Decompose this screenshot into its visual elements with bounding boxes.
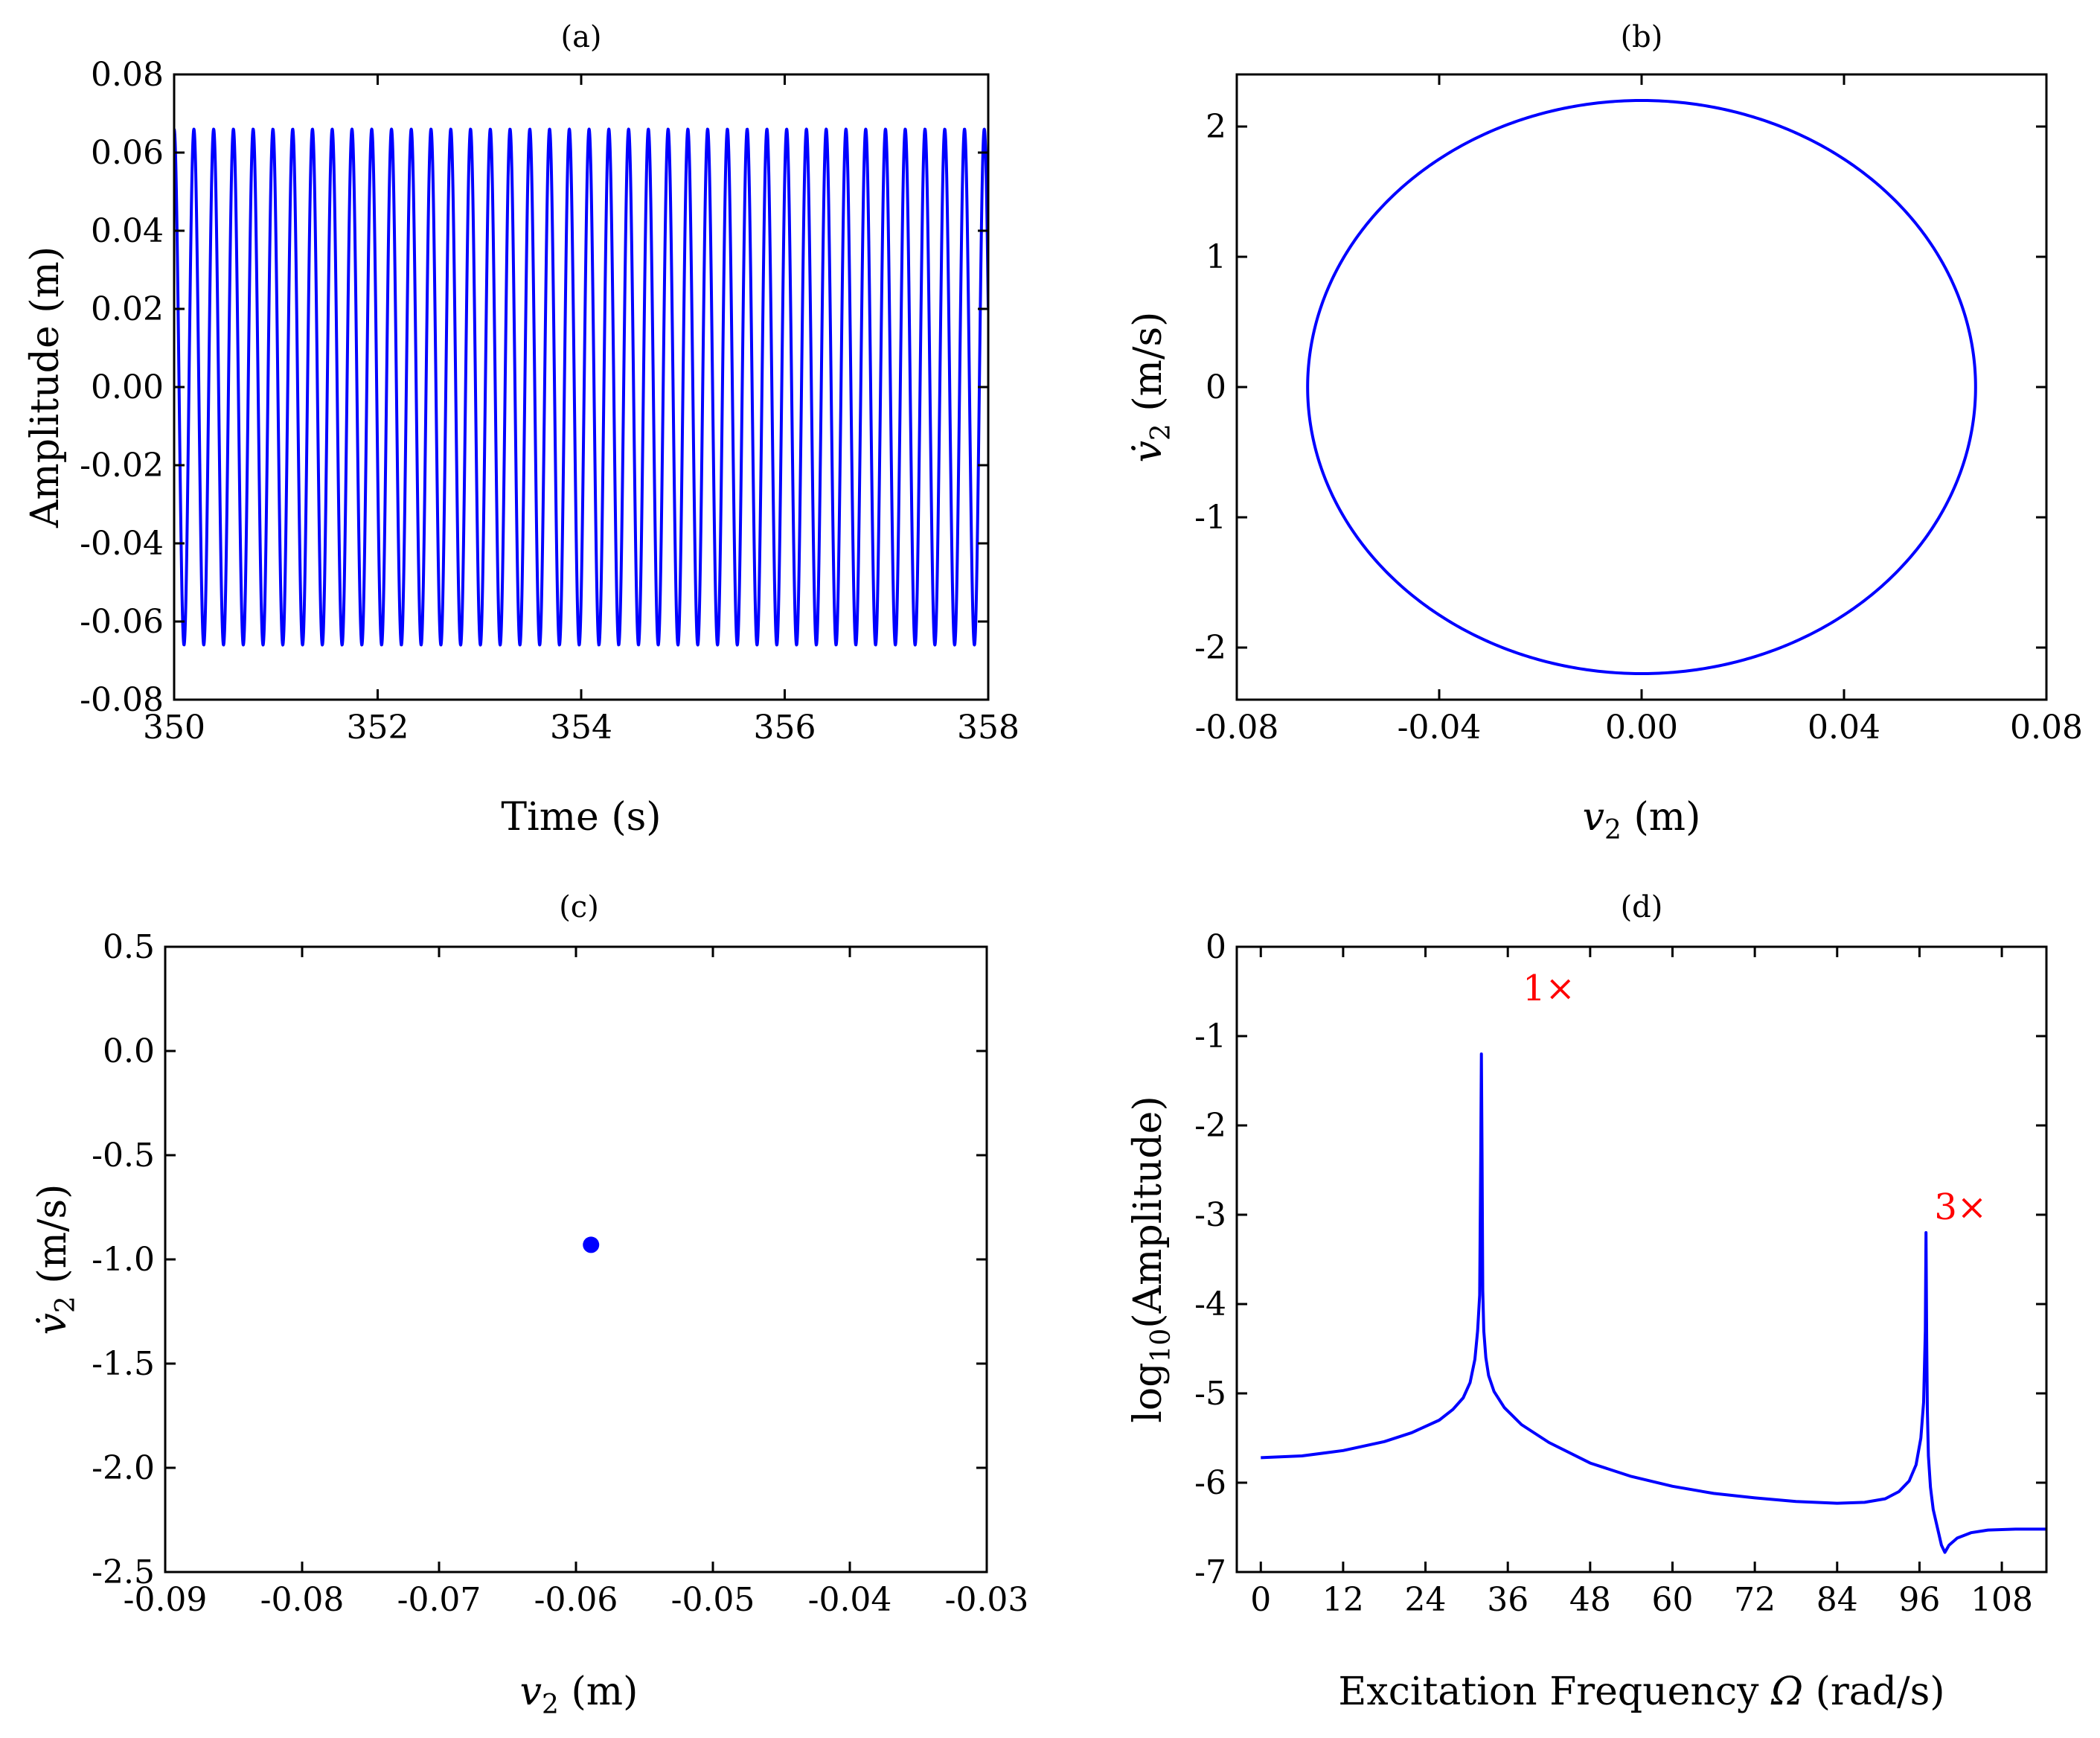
panel-d-x-tick-label: 24 <box>1405 1581 1447 1619</box>
panel-d-x-tick-labels: 0 12 24 36 48 60 72 84 96 108 <box>1250 1581 2033 1619</box>
panel-a-time-series: (a) 350 352 354 356 358 -0.08 -0.06 -0.04 -0.02… <box>23 20 1019 840</box>
panel-a-y-tick-label: 0.00 <box>91 368 164 406</box>
panel-c-x-tick-label: -0.07 <box>397 1581 481 1619</box>
panel-a-ticks <box>173 73 990 701</box>
panel-a-x-tick-label: 358 <box>957 709 1019 747</box>
panel-c-x-tick-label: -0.09 <box>124 1581 208 1619</box>
panel-d-x-tick-label: 108 <box>1971 1581 2033 1619</box>
panel-a-y-tick-label: -0.08 <box>80 681 164 719</box>
panel-b-y-tick-label: 1 <box>1206 238 1226 276</box>
panel-b-y-tick-label: -1 <box>1194 499 1226 537</box>
panel-c-y-tick-label: -1.0 <box>92 1241 155 1279</box>
panel-a-x-tick-label: 352 <box>347 709 409 747</box>
panel-c-data-point <box>583 1236 600 1253</box>
panel-b-title: (b) <box>1621 20 1663 54</box>
panel-a-y-tick-label: -0.04 <box>80 525 164 563</box>
panel-c-x-tick-labels: -0.09 -0.08 -0.07 -0.06 -0.05 -0.04 -0.03 <box>124 1581 1029 1619</box>
panel-b-x-tick-label: -0.04 <box>1398 709 1482 747</box>
panel-d-frequency-spectrum: (d) 0 12 24 36 48 60 72 84 96 108 -7 -6 -5 -4 -3 -2 -1 0… <box>1126 890 2048 1714</box>
panel-d-x-tick-label: 84 <box>1816 1581 1858 1619</box>
panel-d-frame <box>1235 945 2048 1574</box>
panel-a-series-line <box>174 127 988 647</box>
panel-d-title: (d) <box>1621 890 1663 924</box>
panel-a-y-tick-labels: -0.08 -0.06 -0.04 -0.02 0.00 0.02 0.04 0.06 0.08 <box>80 56 164 719</box>
panel-d-x-tick-label: 96 <box>1898 1581 1940 1619</box>
panel-c-series <box>583 1236 600 1253</box>
panel-c-title: (c) <box>559 890 599 924</box>
panel-a-y-tick-label: -0.02 <box>80 447 164 485</box>
panel-c-y-tick-label: -2.5 <box>92 1553 155 1591</box>
panel-d-y-tick-label: -6 <box>1194 1464 1226 1502</box>
panel-b-phase-portrait: (b) -0.08 -0.04 0.00 0.04 0.08 -2 -1 0 1 2 v2 (m… <box>1126 20 2083 846</box>
panel-a-series <box>174 127 988 647</box>
panel-b-frame <box>1235 73 2048 701</box>
panel-d-y-tick-label: -3 <box>1194 1196 1226 1234</box>
panel-d-x-tick-label: 12 <box>1322 1581 1364 1619</box>
panel-b-x-axis-label: v2 (m) <box>1583 795 1701 846</box>
panel-c-y-tick-label: 0.0 <box>103 1032 155 1070</box>
panel-d-y-axis-label: log10(Amplitude) <box>1126 1096 1177 1422</box>
panel-d-x-tick-label: 60 <box>1651 1581 1693 1619</box>
panel-c-ticks <box>164 945 988 1574</box>
panel-c-poincare-map: (c) -0.09 -0.08 -0.07 -0.06 -0.05 -0.04 -0.03 … <box>31 890 1028 1720</box>
panel-b-y-axis-label: v̇2 (m/s) <box>1126 312 1177 463</box>
panel-b-x-tick-label: 0.04 <box>1808 709 1880 747</box>
panel-b-y-tick-labels: -2 -1 0 1 2 <box>1194 108 1226 667</box>
panel-a-x-tick-label: 354 <box>550 709 612 747</box>
panel-c-y-axis-label: v̇2 (m/s) <box>31 1184 81 1335</box>
panel-c-y-tick-label: -0.5 <box>92 1137 155 1175</box>
panel-d-y-tick-label: -2 <box>1194 1107 1226 1145</box>
panel-b-x-tick-label: -0.08 <box>1195 709 1279 747</box>
panel-d-x-tick-label: 0 <box>1250 1581 1271 1619</box>
panel-b-y-tick-label: -2 <box>1194 629 1226 667</box>
panel-c-y-tick-label: -1.5 <box>92 1345 155 1383</box>
panel-c-x-tick-label: -0.05 <box>671 1581 755 1619</box>
panel-d-x-tick-label: 72 <box>1734 1581 1776 1619</box>
panel-d-y-tick-label: -7 <box>1194 1553 1226 1591</box>
panel-d-annotations: 1× 3× <box>1523 968 1987 1228</box>
panel-a-y-axis-label: Amplitude (m) <box>23 246 68 528</box>
panel-d-x-tick-label: 48 <box>1569 1581 1611 1619</box>
panel-b-x-tick-label: 0.08 <box>2010 709 2083 747</box>
panel-a-x-tick-label: 356 <box>754 709 816 747</box>
panel-a-y-tick-label: -0.06 <box>80 603 164 641</box>
panel-c-x-tick-label: -0.03 <box>945 1581 1029 1619</box>
panel-a-x-tick-label: 350 <box>143 709 205 747</box>
panel-a-y-tick-label: 0.04 <box>91 212 164 250</box>
panel-d-annotation: 3× <box>1934 1186 1987 1228</box>
panel-a-x-axis-label: Time (s) <box>501 795 661 840</box>
panel-d-y-tick-labels: -7 -6 -5 -4 -3 -2 -1 0 <box>1194 928 1226 1591</box>
panel-b-x-tick-labels: -0.08 -0.04 0.00 0.04 0.08 <box>1195 709 2083 747</box>
panel-c-x-tick-label: -0.06 <box>534 1581 618 1619</box>
panel-d-y-tick-label: -1 <box>1194 1017 1226 1055</box>
panel-c-x-tick-label: -0.08 <box>260 1581 345 1619</box>
panel-d-x-tick-label: 36 <box>1487 1581 1528 1619</box>
panel-b-series <box>1306 99 1977 675</box>
panel-b-y-tick-label: 0 <box>1206 368 1226 406</box>
panel-c-y-tick-label: -2.0 <box>92 1449 155 1487</box>
panel-c-x-tick-label: -0.04 <box>808 1581 892 1619</box>
panel-d-y-tick-label: 0 <box>1206 928 1226 966</box>
panel-a-title: (a) <box>560 20 601 54</box>
panel-d-y-tick-label: -4 <box>1194 1285 1226 1323</box>
panel-d-y-tick-label: -5 <box>1194 1375 1226 1413</box>
panel-a-x-tick-labels: 350 352 354 356 358 <box>143 709 1019 747</box>
panel-b-y-tick-label: 2 <box>1206 108 1226 146</box>
panel-c-y-tick-labels: -2.5 -2.0 -1.5 -1.0 -0.5 0.0 0.5 <box>92 928 155 1591</box>
panel-a-y-tick-label: 0.08 <box>91 56 164 94</box>
panel-d-ticks <box>1237 945 2046 1574</box>
panel-d-series <box>1261 1052 2046 1554</box>
panel-a-y-tick-label: 0.02 <box>91 290 164 328</box>
panel-b-series-line <box>1306 99 1977 675</box>
panel-c-frame <box>164 945 988 1574</box>
panel-c-x-axis-label: v2 (m) <box>520 1670 638 1720</box>
panel-d-annotation: 1× <box>1523 968 1575 1009</box>
panel-d-x-axis-label: Excitation Frequency Ω (rad/s) <box>1338 1670 1944 1714</box>
panel-b-ticks <box>1235 74 2048 700</box>
panel-d-series-line <box>1261 1052 2046 1554</box>
panel-a-y-tick-label: 0.06 <box>91 134 164 172</box>
panel-b-x-tick-label: 0.00 <box>1605 709 1678 747</box>
panel-c-y-tick-label: 0.5 <box>103 928 155 966</box>
